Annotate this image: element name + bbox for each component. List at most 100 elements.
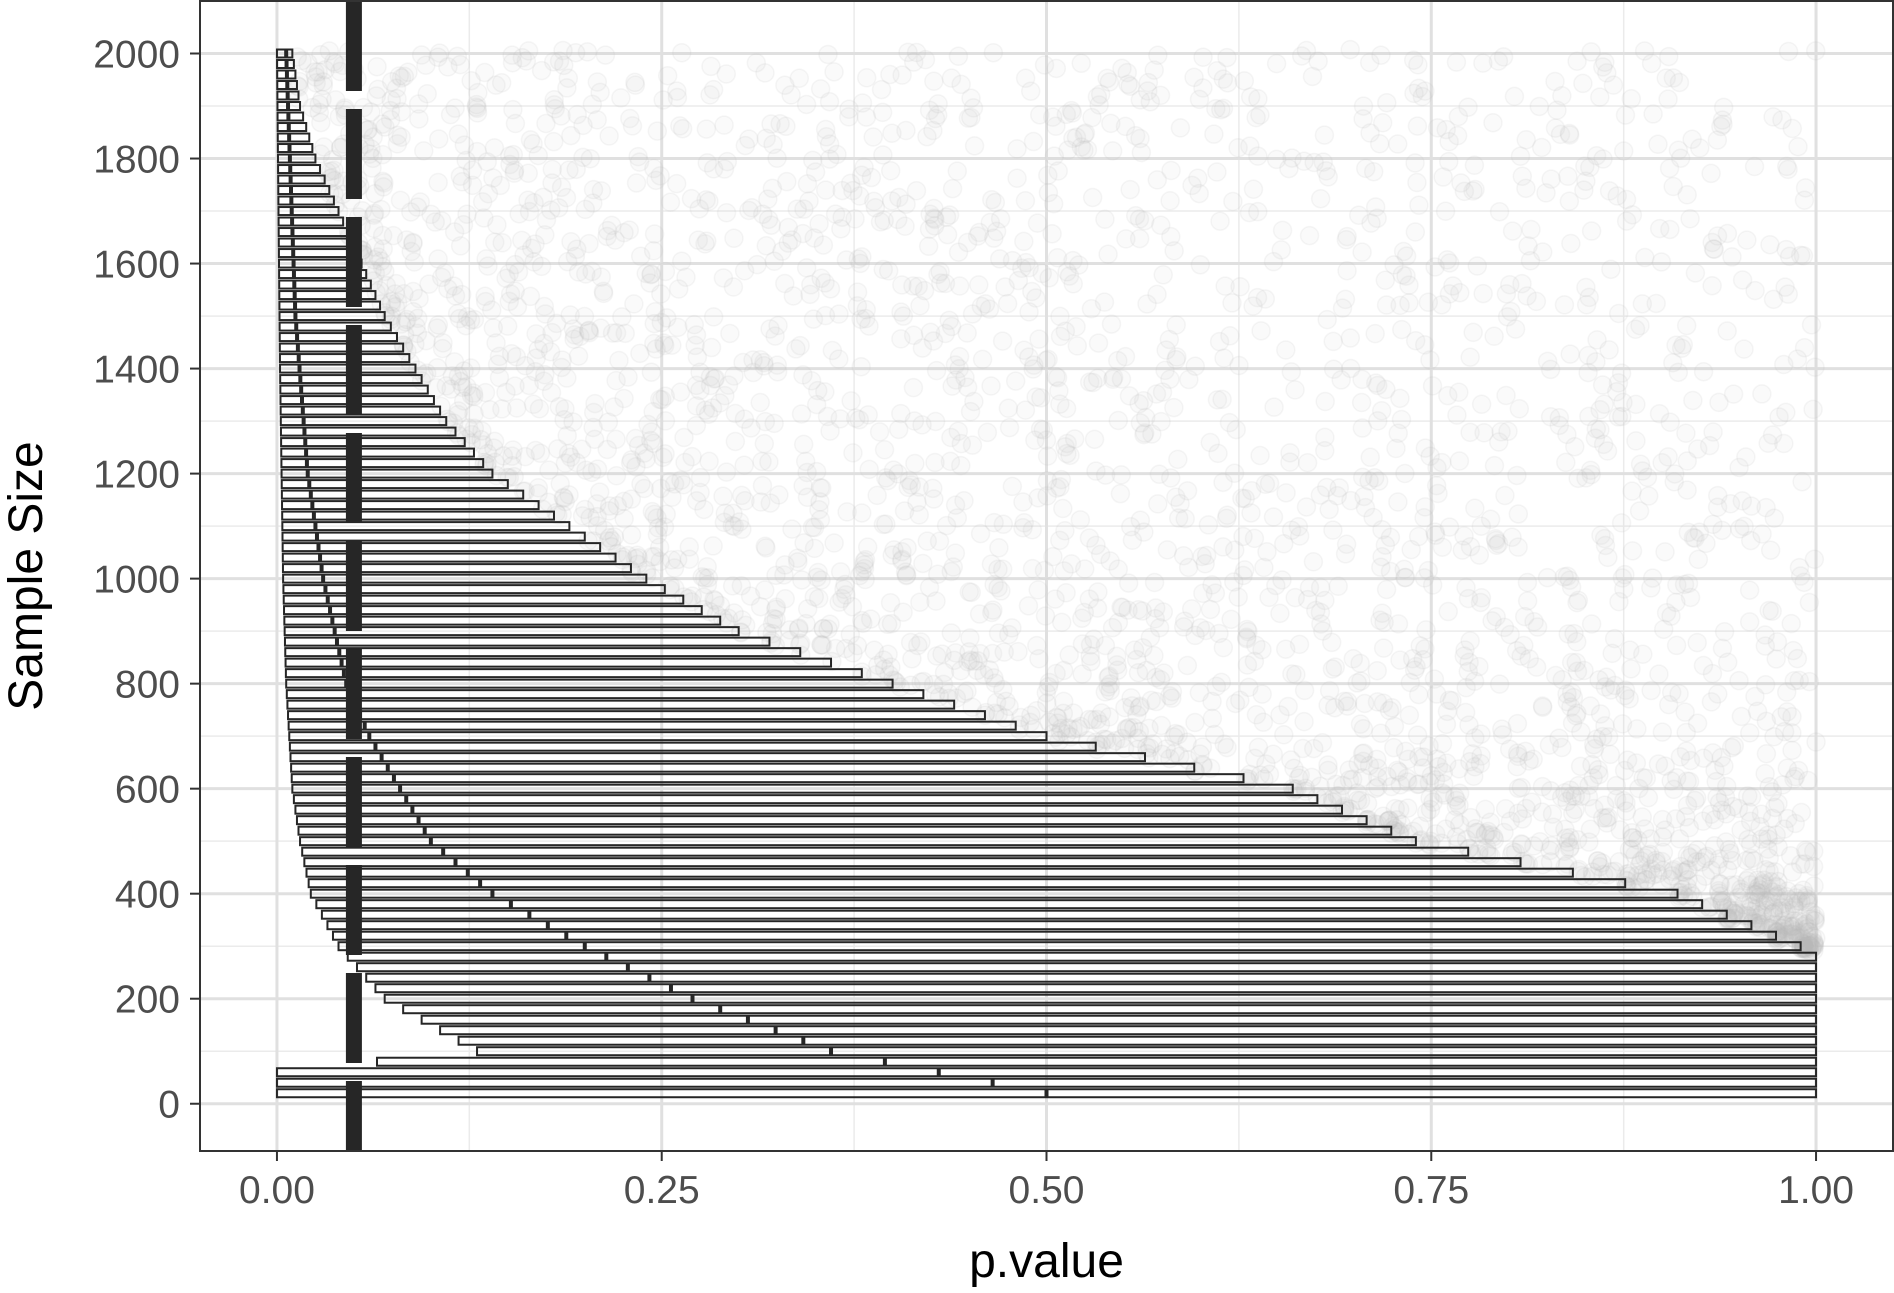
scatter-point	[1806, 732, 1826, 752]
scatter-point	[754, 433, 775, 454]
scatter-point	[1250, 105, 1270, 125]
scatter-point	[1099, 707, 1119, 727]
scatter-point	[1337, 696, 1358, 716]
scatter-point	[1519, 649, 1539, 669]
scatter-point	[1561, 682, 1582, 703]
scatter-point	[1128, 728, 1148, 749]
scatter-point	[1758, 892, 1778, 912]
scatter-point	[1435, 201, 1456, 221]
scatter-point	[1484, 829, 1505, 850]
scatter-point	[1712, 800, 1732, 820]
scatter-point	[1801, 315, 1822, 335]
scatter-point	[1738, 908, 1759, 929]
scatter-point	[1475, 799, 1496, 820]
scatter-point	[1614, 791, 1634, 811]
scatter-point	[881, 657, 901, 677]
scatter-point	[1407, 774, 1428, 795]
scatter-point	[666, 173, 687, 194]
scatter-point	[945, 643, 966, 663]
scatter-point	[1168, 449, 1188, 470]
scatter-point	[1206, 676, 1227, 697]
scatter-point	[1321, 632, 1342, 653]
scatter-point	[1425, 257, 1445, 277]
scatter-point	[1622, 541, 1643, 561]
scatter-point	[1751, 905, 1772, 925]
scatter-point	[876, 514, 896, 534]
scatter-point	[1633, 644, 1653, 665]
scatter-point	[1749, 887, 1770, 907]
scatter-point	[1102, 617, 1123, 638]
scatter-point	[1749, 876, 1770, 897]
scatter-point	[1055, 437, 1075, 457]
scatter-point	[1697, 846, 1717, 867]
scatter-point	[1658, 89, 1678, 109]
scatter-point	[1636, 869, 1657, 890]
scatter-point	[1704, 835, 1725, 856]
scatter-point	[1156, 739, 1176, 759]
scatter-point	[1630, 454, 1651, 474]
scatter-point	[1581, 221, 1602, 241]
scatter-point	[1467, 822, 1488, 843]
scatter-point	[811, 635, 832, 655]
scatter-point	[1213, 637, 1234, 658]
scatter-point	[1295, 778, 1316, 799]
scatter-point	[777, 171, 797, 192]
scatter-point	[948, 46, 969, 66]
y-tick-label: 1600	[93, 244, 180, 287]
scatter-point	[847, 635, 868, 656]
scatter-point	[1408, 526, 1429, 547]
scatter-point	[1077, 730, 1098, 751]
scatter-point	[1015, 68, 1036, 89]
scatter-point	[1766, 825, 1786, 845]
scatter-point	[1612, 568, 1633, 588]
scatter-point	[1185, 356, 1206, 376]
scatter-point	[992, 331, 1013, 351]
scatter-point	[1532, 802, 1552, 822]
scatter-point	[779, 630, 800, 651]
scatter-point	[1557, 566, 1578, 586]
scatter-point	[752, 475, 773, 496]
scatter-point	[1297, 452, 1318, 473]
scatter-point	[1323, 792, 1343, 813]
scatter-point	[1777, 808, 1798, 829]
scatter-point	[1470, 753, 1491, 774]
x-tick-label: 0.25	[624, 1169, 700, 1212]
scatter-point	[1790, 854, 1811, 874]
scatter-point	[1173, 617, 1194, 637]
scatter-point	[980, 212, 1001, 233]
scatter-point	[1651, 851, 1672, 872]
scatter-point	[1365, 197, 1386, 217]
scatter-point	[960, 650, 981, 670]
scatter-point	[1079, 528, 1100, 548]
scatter-point	[1676, 423, 1696, 443]
x-tick-label: 0.50	[1009, 1169, 1085, 1212]
scatter-point	[979, 299, 1000, 319]
scatter-point	[1750, 816, 1770, 837]
scatter-point	[716, 202, 737, 223]
scatter-point	[696, 119, 717, 139]
scatter-point	[1610, 820, 1631, 840]
scatter-point	[1491, 422, 1511, 442]
scatter-point	[1352, 467, 1373, 488]
scatter-point	[1046, 707, 1067, 728]
scatter-point	[1365, 323, 1385, 344]
scatter-point	[1666, 768, 1687, 788]
scatter-point	[1664, 779, 1684, 800]
scatter-point	[1739, 612, 1760, 632]
scatter-point	[837, 502, 857, 522]
scatter-point	[1794, 337, 1815, 358]
scatter-point	[614, 388, 634, 409]
scatter-point	[1635, 247, 1655, 268]
scatter-point	[1799, 671, 1820, 692]
scatter-point	[1335, 289, 1356, 310]
scatter-point	[1581, 42, 1601, 62]
scatter-point	[1566, 652, 1586, 673]
scatter-point	[1755, 890, 1776, 911]
scatter-point	[703, 79, 724, 100]
scatter-point	[1575, 867, 1595, 887]
scatter-point	[993, 680, 1013, 700]
scatter-point	[1695, 866, 1716, 887]
scatter-point	[1504, 86, 1525, 107]
scatter-point	[1592, 726, 1613, 747]
scatter-point	[1687, 874, 1708, 895]
